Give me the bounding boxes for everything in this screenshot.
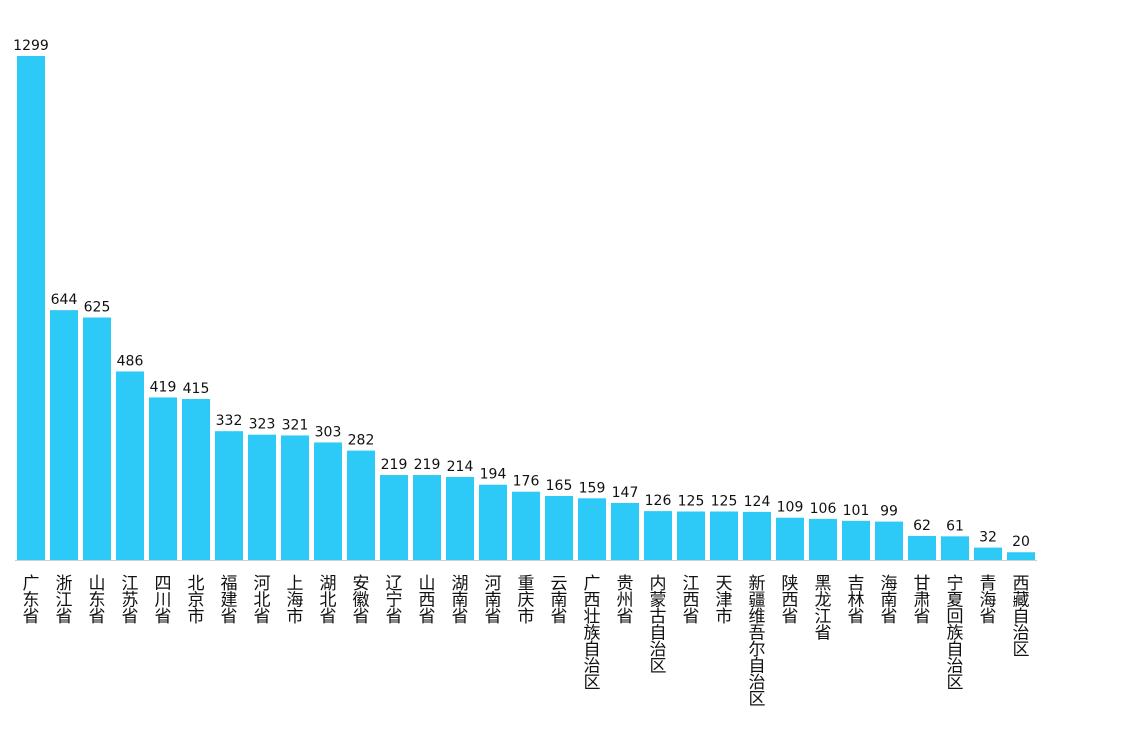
- bar: [413, 475, 441, 560]
- category-label: 吉林省: [848, 574, 865, 627]
- bar: [215, 431, 243, 560]
- value-label: 415: [183, 381, 210, 397]
- category-label: 天津市: [716, 574, 733, 627]
- bar: [941, 536, 969, 560]
- value-label: 419: [150, 379, 177, 395]
- category-label: 云南省: [551, 574, 568, 627]
- category-label: 西藏自治区: [1013, 574, 1030, 660]
- value-label: 124: [744, 494, 771, 510]
- category-label: 湖北省: [320, 574, 337, 627]
- category-label: 广西壮族自治区: [584, 574, 601, 693]
- category-label: 黑龙江省: [815, 574, 832, 644]
- value-label: 62: [913, 518, 931, 534]
- category-label: 宁夏回族自治区: [947, 574, 964, 693]
- value-label: 323: [249, 417, 276, 433]
- value-label: 176: [513, 474, 540, 490]
- category-label: 河北省: [254, 574, 271, 627]
- value-label: 61: [946, 518, 964, 534]
- value-label: 1299: [13, 38, 49, 54]
- category-label: 陕西省: [782, 574, 799, 627]
- bar: [50, 310, 78, 560]
- value-label: 147: [612, 485, 639, 501]
- category-label: 山东省: [89, 574, 106, 627]
- category-label: 安徽省: [353, 574, 370, 627]
- value-label: 109: [777, 500, 804, 516]
- bar: [611, 502, 639, 560]
- value-label: 126: [645, 493, 672, 509]
- bar: [974, 547, 1002, 560]
- bar: [83, 317, 111, 560]
- value-label: 20: [1012, 534, 1030, 550]
- bar: [644, 511, 672, 560]
- value-label: 332: [216, 413, 243, 429]
- category-label: 四川省: [155, 574, 172, 627]
- value-label: 125: [711, 494, 738, 510]
- bar: [380, 475, 408, 560]
- value-label: 303: [315, 424, 342, 440]
- bar: [347, 450, 375, 560]
- bar: [1007, 552, 1035, 560]
- bar: [842, 520, 870, 560]
- bar: [149, 397, 177, 560]
- category-label: 福建省: [221, 574, 238, 627]
- bar: [314, 442, 342, 560]
- category-label: 浙江省: [56, 574, 73, 627]
- value-label: 99: [880, 504, 898, 520]
- bar: [809, 518, 837, 560]
- bar: [677, 511, 705, 560]
- bar: [776, 517, 804, 560]
- category-label: 新疆维吾尔自治区: [749, 574, 766, 710]
- value-label: 219: [414, 457, 441, 473]
- category-label: 上海市: [287, 574, 304, 627]
- value-label: 194: [480, 467, 507, 483]
- value-label: 165: [546, 478, 573, 494]
- bar: [17, 56, 45, 560]
- bar: [875, 521, 903, 560]
- category-label: 江苏省: [122, 574, 139, 627]
- bar: [743, 511, 771, 560]
- value-label: 219: [381, 457, 408, 473]
- bar: [545, 495, 573, 560]
- category-label: 青海省: [980, 574, 997, 627]
- bar: [578, 498, 606, 560]
- value-label: 159: [579, 480, 606, 496]
- category-label: 甘肃省: [914, 574, 931, 627]
- bars-layer: [17, 56, 1035, 560]
- category-label: 河南省: [485, 574, 502, 627]
- category-label: 北京市: [188, 574, 205, 627]
- value-labels-layer: 1299 644 625 486 419 415 332 323 321 303 282 219 219…: [13, 38, 1030, 550]
- category-label: 江西省: [683, 574, 700, 627]
- bar: [248, 434, 276, 560]
- category-labels-layer: 广东省浙江省山东省江苏省四川省北京市福建省河北省上海市湖北省安徽省辽宁省山西省湖…: [23, 574, 1030, 710]
- value-label: 644: [51, 292, 78, 308]
- category-label: 海南省: [881, 574, 898, 627]
- value-label: 214: [447, 459, 474, 475]
- value-label: 32: [979, 530, 997, 546]
- category-label: 辽宁省: [386, 574, 403, 627]
- bar: [710, 511, 738, 560]
- category-label: 内蒙古自治区: [650, 574, 667, 677]
- bar: [479, 484, 507, 560]
- bar: [182, 398, 210, 560]
- value-label: 125: [678, 494, 705, 510]
- value-label: 106: [810, 501, 837, 517]
- bar: [512, 491, 540, 560]
- category-label: 贵州省: [617, 574, 634, 627]
- value-label: 486: [117, 353, 144, 369]
- value-label: 321: [282, 417, 309, 433]
- category-label: 山西省: [419, 574, 436, 627]
- bar: [116, 371, 144, 560]
- bar: [908, 535, 936, 560]
- value-label: 625: [84, 300, 111, 316]
- category-label: 广东省: [23, 574, 40, 627]
- value-label: 101: [843, 503, 870, 519]
- value-label: 282: [348, 433, 375, 449]
- bar: [281, 435, 309, 560]
- category-label: 重庆市: [518, 574, 535, 627]
- category-label: 湖南省: [452, 574, 469, 627]
- bar: [446, 476, 474, 560]
